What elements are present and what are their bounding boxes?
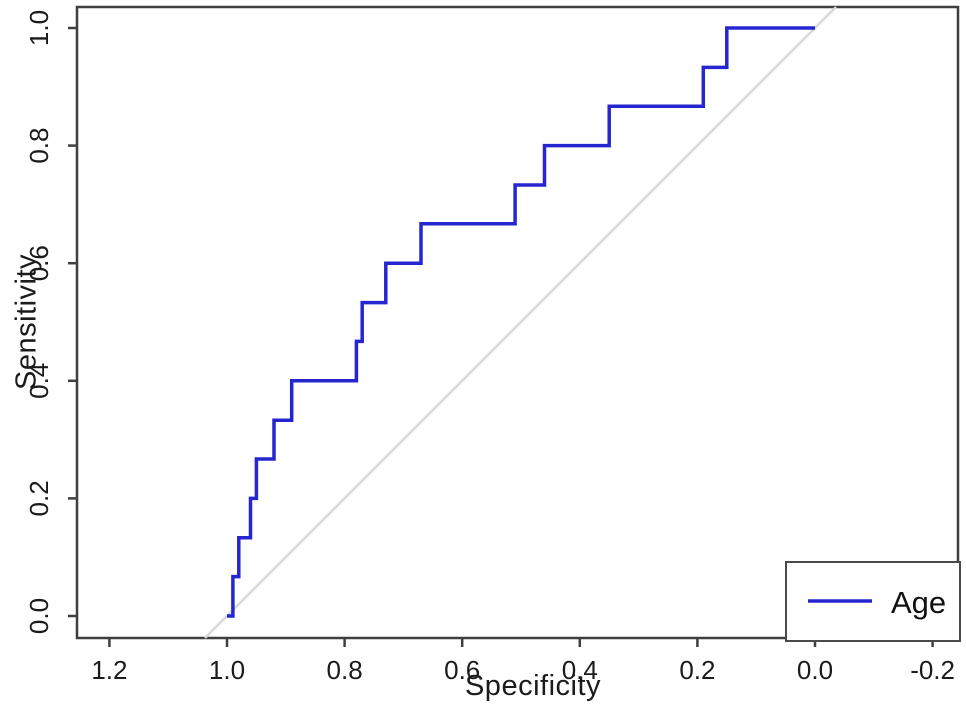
- chance-diagonal-line: [204, 6, 837, 639]
- plot-frame: [75, 5, 960, 640]
- y-tick-label: 0.0: [24, 598, 54, 634]
- y-tick-label: 0.8: [24, 128, 54, 164]
- y-tick-label: 0.6: [24, 245, 54, 281]
- roc-curve-age: [227, 26, 815, 618]
- x-tick-label: 0.6: [444, 655, 480, 685]
- y-tick-label: 1.0: [24, 10, 54, 46]
- y-tick-label: 0.2: [24, 480, 54, 516]
- x-tick-label: 1.0: [209, 655, 245, 685]
- x-tick-label: 0.8: [327, 655, 363, 685]
- x-tick-label: 1.2: [91, 655, 127, 685]
- x-tick-label: -0.2: [910, 655, 955, 685]
- y-axis-title: Sensitivity: [10, 253, 43, 391]
- x-tick-label: 0.4: [562, 655, 598, 685]
- y-tick-label: 0.4: [24, 363, 54, 399]
- x-tick-label: 0.0: [797, 655, 833, 685]
- x-tick-label: 0.2: [679, 655, 715, 685]
- x-axis-title: Specificity: [464, 670, 602, 702]
- legend-entry-label: Age: [891, 585, 947, 620]
